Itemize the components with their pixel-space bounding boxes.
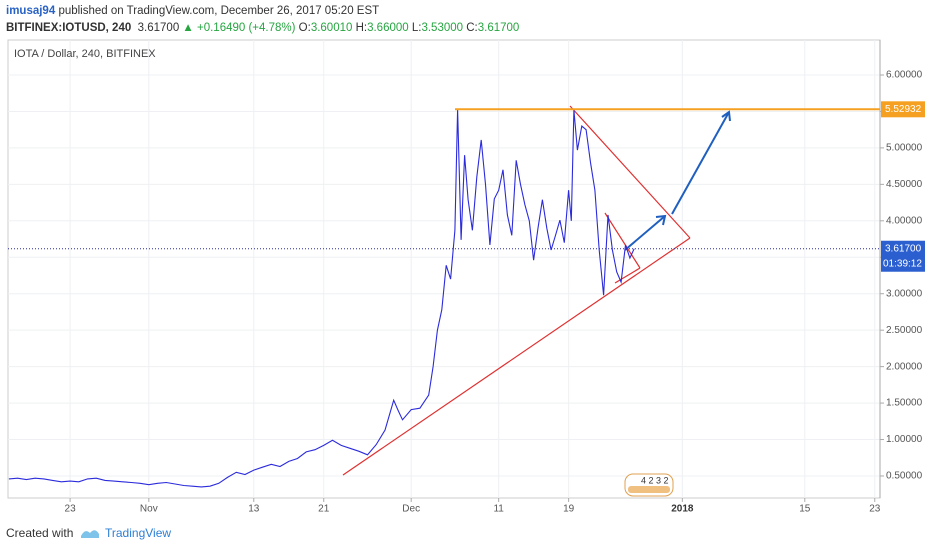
y-tick-label: 2.00000 (886, 361, 923, 372)
arrow-head (721, 110, 731, 122)
grid (8, 40, 880, 498)
trend-line (614, 267, 641, 284)
low-label: L: (411, 22, 422, 34)
change: ▲ +0.16490 (+4.78%) (182, 22, 296, 34)
trend-line (342, 237, 691, 476)
x-tick-label: 15 (799, 504, 811, 515)
last-price-box (881, 240, 925, 272)
low: 3.53000 (421, 22, 464, 34)
close: 3.61700 (477, 22, 520, 34)
x-tick-label: 23 (869, 504, 881, 515)
published: published on TradingView.com, December 2… (58, 5, 380, 17)
symbol: BITFINEX:IOTUSD, 240 (6, 22, 132, 34)
arrow-head (655, 214, 667, 226)
logo (81, 530, 99, 538)
high-label: H: (355, 22, 368, 34)
chart: IOTA / Dollar, 240, BITFINEX 4 2 3 2 0.5… (7, 39, 925, 515)
open-label: O: (298, 22, 311, 34)
x-tick-label: 11 (493, 504, 504, 515)
drawings (342, 105, 691, 476)
price-line (8, 109, 635, 488)
y-tick-label: 0.50000 (886, 471, 923, 482)
level-label: 5.52932 (885, 104, 922, 115)
y-tick-label: 4.50000 (886, 179, 923, 190)
x-tick-label: 19 (563, 504, 575, 515)
y-tick-label: 5.00000 (886, 143, 923, 154)
footer: Created with TradingView (6, 526, 171, 540)
y-tick-label: 1.00000 (886, 434, 923, 445)
y-tick-label: 6.00000 (886, 70, 923, 81)
y-tick-label: 4.00000 (886, 215, 923, 226)
arrow (671, 111, 730, 215)
chart-title: IOTA / Dollar, 240, BITFINEX (14, 48, 156, 60)
arrows (624, 110, 731, 251)
trend-line (604, 212, 641, 269)
x-tick-label: 13 (248, 504, 260, 515)
level-label-box (881, 101, 925, 118)
badge-bar (628, 486, 670, 493)
countdown: 01:39:12 (883, 258, 922, 269)
badge-text: 4 2 3 2 (641, 475, 669, 485)
last-price-label: 3.61700 (885, 243, 922, 254)
created-with: Created with (6, 526, 74, 540)
badge: 4 2 3 2 (624, 473, 674, 497)
y-tick-label: 3.00000 (886, 288, 923, 299)
brand: TradingView (105, 526, 172, 540)
x-tick-label: 23 (65, 504, 77, 515)
user: imusaj94 (6, 5, 56, 17)
open: 3.60010 (310, 22, 353, 34)
x-tick-label: 2018 (671, 504, 694, 515)
y-tick-label: 1.50000 (886, 398, 923, 409)
header: imusaj94 published on TradingView.com, D… (6, 3, 519, 37)
high: 3.66000 (367, 22, 409, 34)
plot-area (7, 39, 881, 499)
x-tick-label: Nov (140, 504, 158, 515)
logo-shape (81, 530, 99, 538)
x-tick-label: 21 (318, 504, 330, 515)
arrow (624, 215, 666, 251)
last: 3.61700 (137, 22, 180, 34)
close-label: C: (466, 22, 478, 34)
y-tick-label: 2.50000 (886, 325, 923, 336)
trend-line (569, 105, 691, 239)
x-tick-label: Dec (402, 504, 420, 515)
